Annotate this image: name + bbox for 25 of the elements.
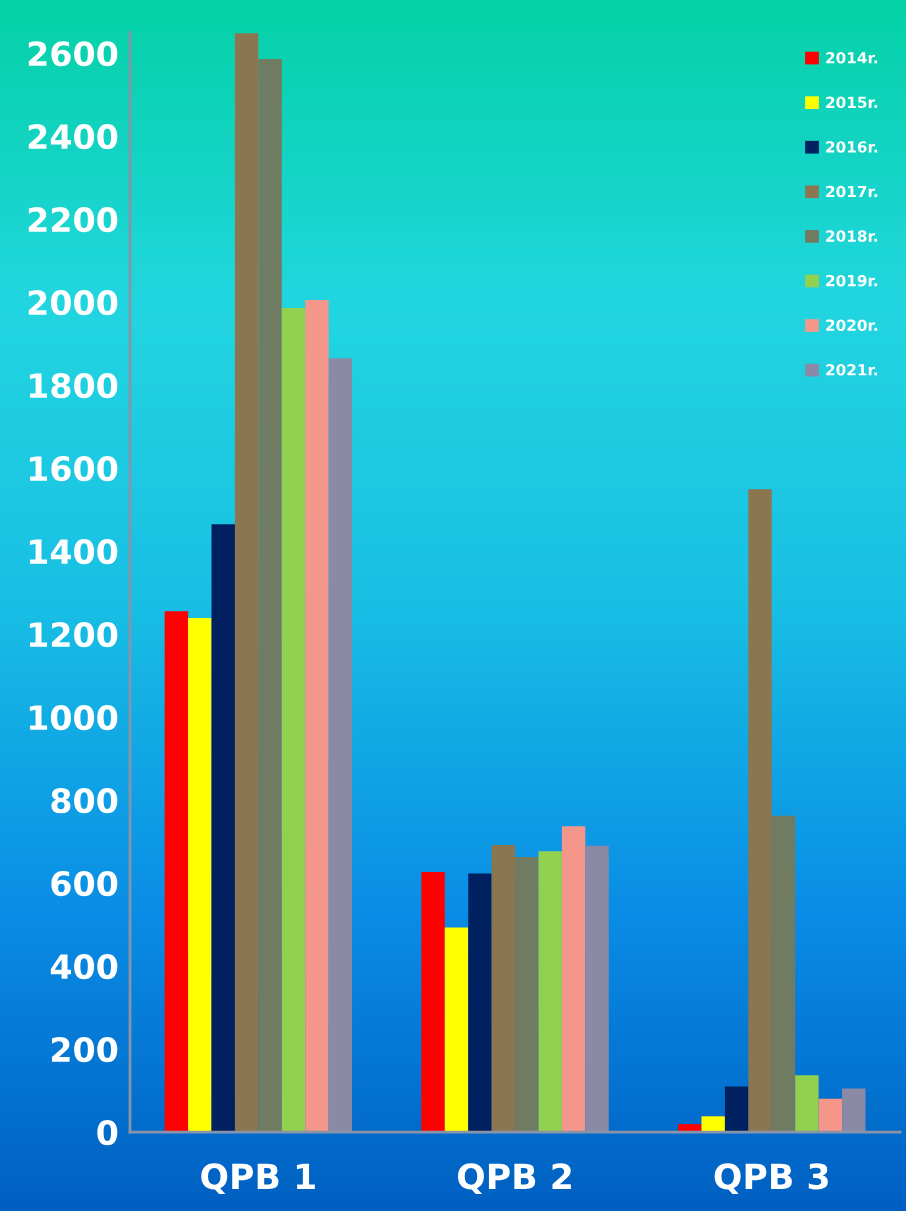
legend-label: 2017r. xyxy=(826,185,878,198)
y-tick-label: 2600 xyxy=(28,41,118,67)
y-tick-label: 800 xyxy=(51,788,118,814)
x-tick-label: QPB 3 xyxy=(714,1163,828,1195)
legend-label: 2019r. xyxy=(826,274,878,287)
y-tick-label: 1800 xyxy=(29,373,118,399)
legend-label: 2015r. xyxy=(826,96,878,109)
legend-label: 2018r. xyxy=(826,230,878,242)
legend-label: 2014r. xyxy=(826,51,878,64)
y-tick-label: 1600 xyxy=(29,456,118,482)
y-tick-label: 2200 xyxy=(28,207,118,233)
y-tick-label: 2400 xyxy=(28,124,118,150)
y-tick-label: 0 xyxy=(97,1119,118,1146)
x-tick-label: QPB 2 xyxy=(457,1163,571,1195)
x-tick-label: QPB 1 xyxy=(201,1163,315,1195)
y-tick-label: 600 xyxy=(51,871,118,897)
legend-label: 2016r. xyxy=(826,141,878,153)
y-tick-label: 1000 xyxy=(29,705,118,731)
y-tick-label: 200 xyxy=(51,1036,118,1063)
legend-label: 2021r. xyxy=(826,364,878,376)
y-tick-label: 2000 xyxy=(28,290,118,316)
y-tick-label: 1400 xyxy=(29,539,118,565)
y-tick-label: 400 xyxy=(50,953,118,980)
legend-label: 2020r. xyxy=(826,319,878,332)
y-tick-label: 1200 xyxy=(29,622,118,648)
